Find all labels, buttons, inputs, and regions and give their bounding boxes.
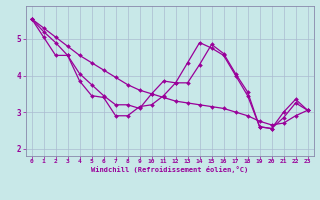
X-axis label: Windchill (Refroidissement éolien,°C): Windchill (Refroidissement éolien,°C)	[91, 166, 248, 173]
